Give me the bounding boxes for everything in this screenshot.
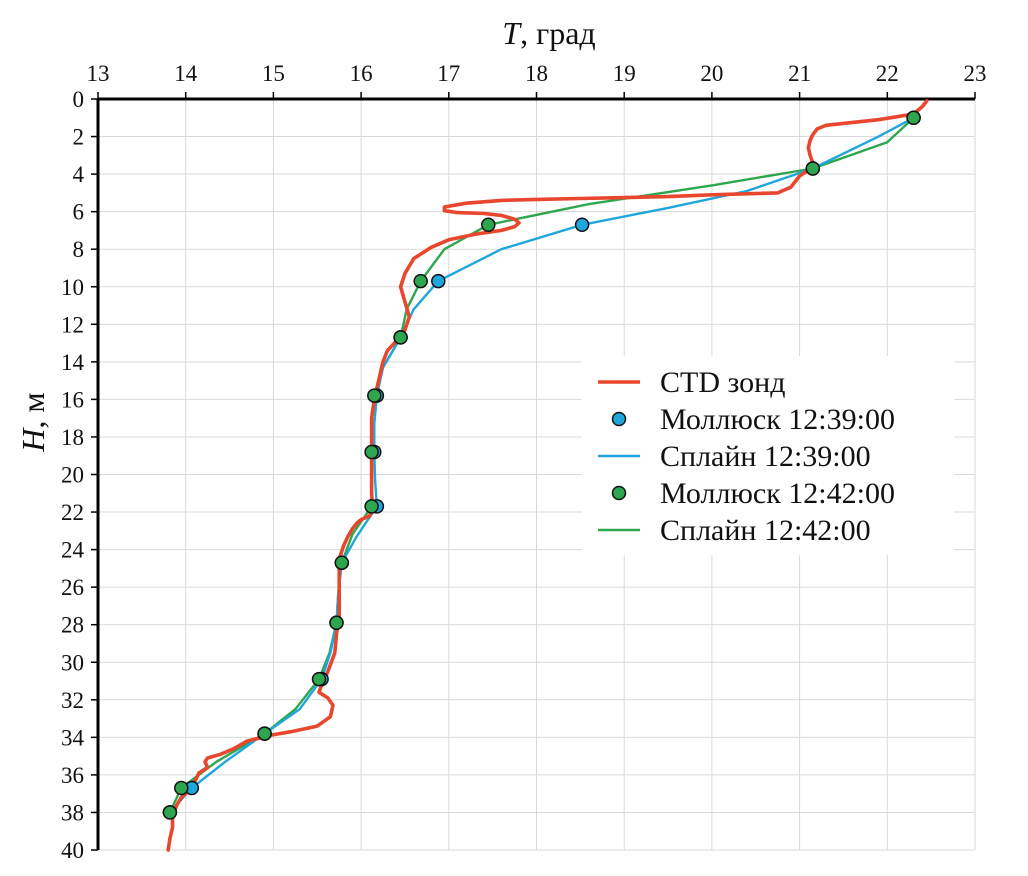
legend-swatch-3 xyxy=(611,485,627,501)
tick-label-y-6: 6 xyxy=(73,200,85,225)
tick-label-y-30: 30 xyxy=(61,650,84,675)
series-layer xyxy=(162,99,929,852)
marker-s3-5 xyxy=(367,388,382,403)
marker-s3-4 xyxy=(393,330,408,345)
marker-s1-2 xyxy=(574,217,590,233)
legend-label-2: Сплайн 12:39:00 xyxy=(660,440,871,473)
tick-label-y-26: 26 xyxy=(61,575,84,600)
marker-s3-12 xyxy=(174,780,189,796)
tick-label-y-4: 4 xyxy=(73,162,85,187)
tick-label-y-40: 40 xyxy=(61,838,84,863)
tick-label-y-36: 36 xyxy=(61,763,84,788)
tick-label-x-18: 18 xyxy=(525,61,548,86)
legend-swatch-1 xyxy=(611,411,627,427)
marker-s3-8 xyxy=(334,555,350,570)
y-axis-var: H xyxy=(15,427,51,453)
legend-label-3: Моллюск 12:42:00 xyxy=(660,477,895,510)
grid xyxy=(98,99,976,851)
tick-label-x-19: 19 xyxy=(613,61,636,86)
tick-label-x-20: 20 xyxy=(700,61,723,86)
tick-label-y-20: 20 xyxy=(61,463,84,488)
tick-label-y-8: 8 xyxy=(73,237,85,262)
legend: CTD зонд Моллюск 12:39:00 Сплайн 12:39:00 М… xyxy=(582,356,954,555)
legend-label-4: Сплайн 12:42:00 xyxy=(660,514,871,547)
marker-s3-6 xyxy=(364,444,379,460)
marker-s3-1 xyxy=(805,161,821,176)
marker-s3-10 xyxy=(311,671,327,687)
marker-s3-2 xyxy=(481,217,496,233)
axes: 13 14 15 16 17 18 19 20 21 22 23024681012141618202… xyxy=(61,61,987,863)
tick-label-y-12: 12 xyxy=(61,312,84,337)
tick-label-y-18: 18 xyxy=(61,425,84,450)
tick-label-y-28: 28 xyxy=(61,613,84,638)
tick-label-x-23: 23 xyxy=(964,61,987,86)
axis-titles: T, град H, м xyxy=(15,15,596,453)
tick-label-x-15: 15 xyxy=(262,61,285,86)
tick-label-y-22: 22 xyxy=(61,500,84,525)
marker-s1-3 xyxy=(431,273,446,289)
legend-label-0: CTD зонд xyxy=(660,366,786,399)
tick-label-x-13: 13 xyxy=(87,61,110,86)
marker-s3-3 xyxy=(413,273,428,289)
tick-label-x-22: 22 xyxy=(876,61,899,86)
tick-label-y-32: 32 xyxy=(61,688,84,713)
marker-s3-9 xyxy=(329,615,344,631)
legend-label-1: Моллюск 12:39:00 xyxy=(660,403,895,436)
tick-label-y-2: 2 xyxy=(73,125,85,150)
tick-label-y-10: 10 xyxy=(61,275,84,300)
tick-label-x-14: 14 xyxy=(174,61,198,86)
tick-label-y-16: 16 xyxy=(61,387,84,412)
tick-label-y-38: 38 xyxy=(61,800,84,825)
marker-s3-13 xyxy=(162,805,178,820)
tick-label-y-24: 24 xyxy=(61,538,85,563)
marker-s3-7 xyxy=(364,499,379,514)
tick-label-x-16: 16 xyxy=(350,61,373,86)
tick-label-y-0: 0 xyxy=(73,87,85,112)
x-axis-unit: , град xyxy=(520,15,596,51)
marker-s3-11 xyxy=(257,726,272,741)
tick-label-y-34: 34 xyxy=(61,725,85,750)
legend-box xyxy=(582,356,954,555)
marker-s3-0 xyxy=(906,110,921,126)
y-axis-title: H, м xyxy=(15,392,51,452)
tick-label-y-14: 14 xyxy=(61,350,85,375)
tick-label-x-21: 21 xyxy=(788,61,811,86)
x-axis-title: T, град xyxy=(502,15,595,51)
x-axis-var: T xyxy=(502,15,522,51)
y-axis-unit: , м xyxy=(15,392,51,428)
tick-label-x-17: 17 xyxy=(437,61,460,86)
